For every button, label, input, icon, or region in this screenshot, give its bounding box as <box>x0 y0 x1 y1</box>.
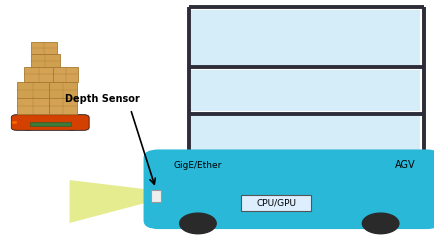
FancyBboxPatch shape <box>31 42 56 54</box>
FancyBboxPatch shape <box>30 122 71 126</box>
FancyBboxPatch shape <box>53 67 78 82</box>
FancyBboxPatch shape <box>241 195 310 211</box>
FancyBboxPatch shape <box>49 97 77 114</box>
FancyBboxPatch shape <box>151 190 161 202</box>
Text: GigE/Ether: GigE/Ether <box>174 161 222 170</box>
FancyBboxPatch shape <box>24 67 53 82</box>
FancyBboxPatch shape <box>191 10 419 65</box>
Circle shape <box>19 119 38 130</box>
Circle shape <box>62 119 81 130</box>
Text: Depth Sensor: Depth Sensor <box>65 94 139 104</box>
FancyBboxPatch shape <box>11 115 89 130</box>
FancyBboxPatch shape <box>17 82 49 98</box>
FancyBboxPatch shape <box>49 82 77 98</box>
Circle shape <box>362 213 398 234</box>
FancyBboxPatch shape <box>17 97 49 114</box>
Text: CPU/GPU: CPU/GPU <box>256 198 296 207</box>
FancyBboxPatch shape <box>191 116 419 157</box>
FancyBboxPatch shape <box>31 54 59 67</box>
FancyBboxPatch shape <box>12 121 16 124</box>
Circle shape <box>179 213 216 234</box>
FancyBboxPatch shape <box>143 149 434 229</box>
FancyBboxPatch shape <box>191 70 419 111</box>
Text: AGV: AGV <box>394 160 414 170</box>
Polygon shape <box>69 180 151 223</box>
